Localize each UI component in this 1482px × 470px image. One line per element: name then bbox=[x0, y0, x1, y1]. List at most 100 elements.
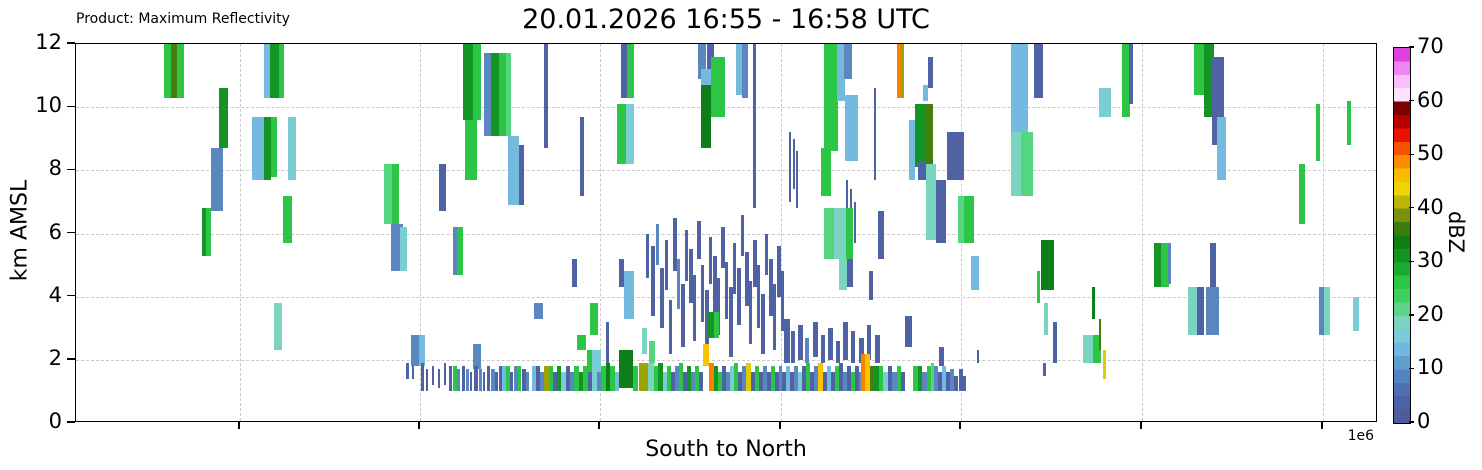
x-tick bbox=[598, 422, 600, 429]
reflectivity-bar bbox=[1103, 350, 1106, 379]
reflectivity-bar bbox=[713, 255, 717, 313]
reflectivity-bar bbox=[918, 160, 926, 180]
reflectivity-bar bbox=[577, 334, 586, 351]
reflectivity-bar bbox=[936, 179, 946, 243]
reflectivity-bar bbox=[925, 104, 933, 168]
vertical-gridline bbox=[781, 44, 782, 421]
reflectivity-bar bbox=[1093, 334, 1101, 363]
y-tick bbox=[67, 358, 75, 360]
colorbar-tick bbox=[1409, 367, 1414, 370]
reflectivity-bar bbox=[411, 334, 419, 367]
reflectivity-bar bbox=[271, 116, 277, 177]
reflectivity-bar bbox=[773, 284, 776, 351]
y-tick-label: 2 bbox=[48, 345, 62, 370]
reflectivity-bar bbox=[1037, 271, 1040, 303]
y-tick bbox=[67, 168, 75, 171]
reflectivity-bar bbox=[781, 271, 784, 332]
reflectivity-bar bbox=[892, 372, 897, 392]
reflectivity-bar bbox=[1011, 132, 1021, 196]
reflectivity-bar bbox=[741, 214, 744, 256]
reflectivity-bar bbox=[495, 372, 498, 392]
reflectivity-bar bbox=[1043, 362, 1046, 376]
reflectivity-bar bbox=[786, 366, 790, 392]
reflectivity-bar bbox=[701, 85, 711, 149]
reflectivity-bar bbox=[845, 94, 858, 161]
reflectivity-bar bbox=[449, 366, 452, 392]
reflectivity-bar bbox=[453, 366, 457, 392]
reflectivity-bar bbox=[769, 258, 773, 316]
reflectivity-bar bbox=[742, 366, 746, 392]
reflectivity-bar bbox=[660, 268, 664, 329]
reflectivity-bar bbox=[749, 280, 752, 345]
reflectivity-bar bbox=[869, 271, 873, 300]
y-tick bbox=[67, 42, 75, 44]
reflectivity-bar bbox=[1206, 287, 1219, 335]
reflectivity-bar bbox=[738, 372, 742, 392]
reflectivity-bar bbox=[1188, 287, 1198, 335]
reflectivity-bar bbox=[705, 290, 709, 360]
reflectivity-bar bbox=[206, 208, 211, 256]
reflectivity-bar bbox=[1161, 242, 1169, 288]
y-tick bbox=[67, 295, 75, 297]
reflectivity-bar bbox=[813, 321, 818, 357]
reflectivity-bar bbox=[928, 56, 933, 89]
reflectivity-bar bbox=[574, 366, 579, 392]
vertical-gridline bbox=[420, 44, 421, 421]
reflectivity-bar bbox=[926, 164, 936, 240]
reflectivity-bar bbox=[725, 261, 728, 319]
colorbar-label: dBZ bbox=[1444, 210, 1468, 254]
colorbar-tick bbox=[1409, 99, 1414, 102]
reflectivity-bar bbox=[779, 366, 782, 392]
reflectivity-bar bbox=[950, 369, 954, 392]
vertical-gridline bbox=[240, 44, 241, 421]
reflectivity-bar bbox=[843, 372, 847, 392]
reflectivity-bar bbox=[737, 268, 741, 326]
reflectivity-bar bbox=[540, 372, 544, 392]
reflectivity-bar bbox=[1324, 287, 1330, 335]
reflectivity-bar bbox=[927, 366, 931, 392]
reflectivity-bar bbox=[610, 366, 615, 392]
reflectivity-bar bbox=[1129, 44, 1133, 104]
chart-title: 20.01.2026 16:55 - 16:58 UTC bbox=[522, 4, 930, 35]
y-tick-label: 6 bbox=[48, 219, 62, 244]
reflectivity-bar bbox=[679, 362, 683, 392]
reflectivity-bar bbox=[763, 366, 767, 392]
reflectivity-bar bbox=[697, 220, 701, 259]
reflectivity-bar bbox=[514, 366, 518, 392]
reflectivity-bar bbox=[683, 372, 687, 392]
reflectivity-bar bbox=[689, 249, 693, 303]
reflectivity-bar bbox=[264, 44, 270, 98]
reflectivity-bar bbox=[922, 372, 927, 392]
reflectivity-bar bbox=[771, 366, 775, 392]
reflectivity-bar bbox=[806, 362, 810, 392]
reflectivity-bar bbox=[775, 372, 779, 392]
reflectivity-bar bbox=[615, 372, 619, 392]
x-tick bbox=[1140, 422, 1142, 429]
reflectivity-bar bbox=[874, 366, 879, 392]
reflectivity-bar bbox=[685, 230, 688, 281]
reflectivity-bar bbox=[1204, 44, 1214, 117]
reflectivity-bar bbox=[506, 53, 511, 136]
reflectivity-bar bbox=[708, 312, 714, 338]
reflectivity-bar bbox=[583, 366, 588, 392]
reflectivity-bar bbox=[457, 227, 463, 275]
reflectivity-bar bbox=[438, 369, 440, 389]
reflectivity-bar bbox=[519, 145, 524, 206]
reflectivity-bar bbox=[426, 369, 428, 392]
reflectivity-bar bbox=[843, 321, 848, 360]
reflectivity-bar bbox=[617, 104, 626, 164]
reflectivity-bar bbox=[499, 366, 502, 392]
reflectivity-bar bbox=[671, 372, 675, 392]
reflectivity-bar bbox=[1168, 242, 1171, 285]
reflectivity-bar bbox=[958, 195, 964, 243]
reflectivity-bar bbox=[484, 53, 491, 136]
reflectivity-bar bbox=[818, 362, 823, 392]
reflectivity-bar bbox=[711, 56, 725, 117]
reflectivity-bar bbox=[570, 372, 574, 392]
y-tick-label: 4 bbox=[48, 282, 62, 307]
reflectivity-bar bbox=[1347, 100, 1351, 146]
reflectivity-bar bbox=[839, 258, 847, 291]
reflectivity-bar bbox=[639, 362, 648, 392]
reflectivity-bar bbox=[534, 302, 543, 319]
